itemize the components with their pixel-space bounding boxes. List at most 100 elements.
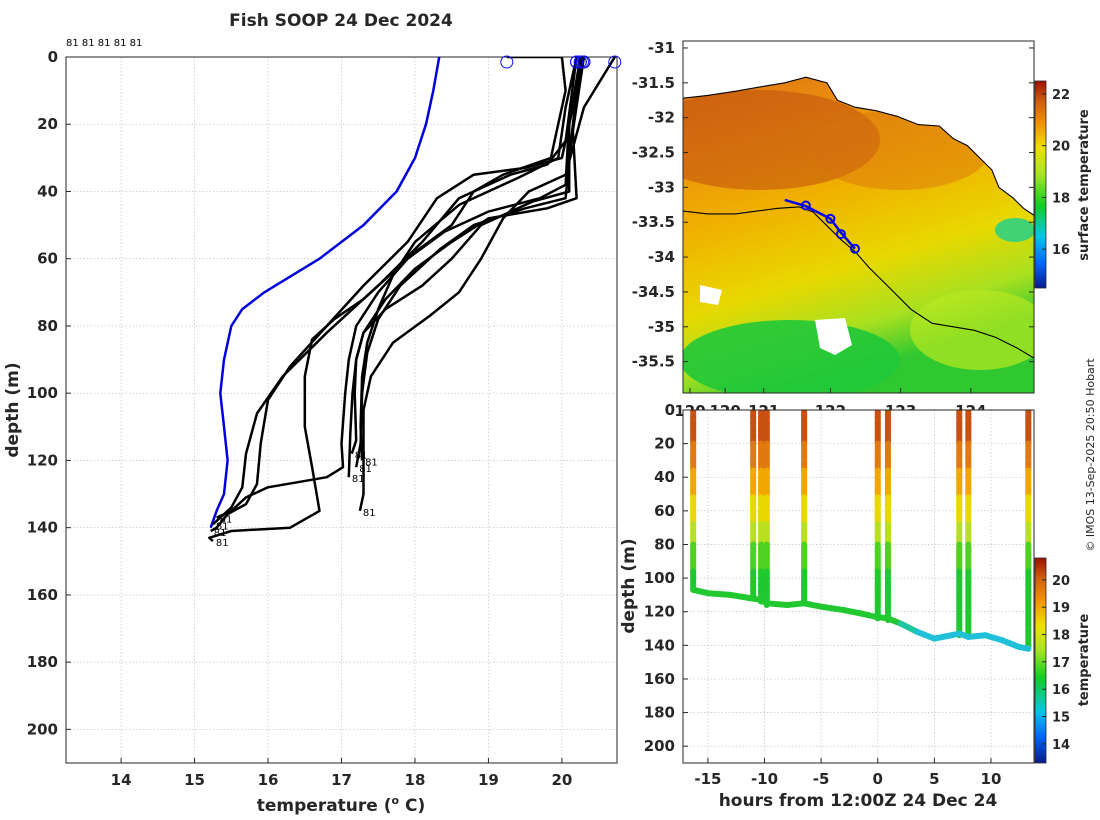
bottom-track-segment: [897, 620, 921, 635]
profile-end-label: 81: [359, 464, 372, 475]
temperature-colorbar-tick-label: 19: [1052, 601, 1070, 616]
x-tick-label: 20: [551, 771, 572, 789]
bottom-track-segment: [914, 628, 938, 642]
dt-x-tick-label: -5: [813, 770, 830, 788]
depth-time-x-label: hours from 12:00Z 24 Dec 24: [719, 791, 998, 811]
temperature-colorbar-tick-label: 15: [1052, 711, 1070, 726]
y-tick-label: 180: [27, 653, 58, 671]
y-tick-label: 140: [27, 519, 58, 537]
temperature-colorbar-label: temperature: [1077, 614, 1092, 707]
profile-end-label: 81: [355, 451, 368, 462]
dt-x-tick-label: -10: [751, 770, 778, 788]
profile-line-profile-2: [212, 57, 578, 526]
dt-y-tick-label: 120: [644, 603, 675, 621]
profile-line-profile-5: [350, 57, 586, 455]
sst-colorbar-label: surface temperature: [1077, 109, 1092, 261]
map-y-tick-label: -35: [648, 318, 675, 336]
bottom-track-segment: [999, 637, 1023, 651]
dt-y-tick-label: 0: [665, 401, 675, 419]
profile-end-label: 81: [363, 508, 376, 519]
y-tick-label: 160: [27, 586, 58, 604]
map-y-tick-label: -32: [648, 109, 675, 127]
x-tick-label: 16: [258, 771, 279, 789]
profile-line-profile-3: [347, 57, 586, 478]
depth-time-axes-frame: [682, 409, 1035, 764]
dt-x-tick-label: 0: [873, 770, 883, 788]
map-y-tick-label: -31: [648, 39, 675, 57]
x-tick-label: 19: [478, 771, 499, 789]
profiles-grid: [66, 56, 617, 763]
dt-x-tick-label: 10: [981, 770, 1002, 788]
map-y-tick-label: -33: [648, 178, 675, 196]
profile-line-profile-9: [359, 57, 578, 461]
surface-marker: [500, 55, 514, 69]
y-tick-label: 120: [27, 451, 58, 469]
sst-colorbar-tick-label: 20: [1052, 140, 1070, 155]
temperature-colorbar-tick-label: 17: [1052, 656, 1070, 671]
track-marker: [825, 213, 836, 224]
y-tick-label: 0: [48, 48, 58, 66]
profile-line-profile-8: [358, 57, 616, 512]
x-tick-label: 15: [184, 771, 205, 789]
x-tick-label: 18: [405, 771, 426, 789]
cloud-mask: [815, 318, 852, 355]
map-y-tick-label: -34.5: [632, 283, 675, 301]
credit-text: © IMOS 13-Sep-2025 20:50 Hobart: [1084, 358, 1097, 552]
track-marker: [835, 229, 846, 240]
profile-end-label: 81: [365, 457, 378, 468]
chart-title: Fish SOOP 24 Dec 2024: [229, 11, 453, 31]
profile-line-profile-7: [208, 57, 567, 543]
nearshore-cool: [995, 218, 1034, 242]
depth-time-y-label: depth (m): [619, 538, 639, 633]
dt-y-tick-label: 200: [644, 737, 675, 755]
dt-y-tick-label: 40: [654, 468, 675, 486]
temperature-colorbar-ticks: 14 15 16 17 18 19 20: [1042, 574, 1070, 753]
temperature-colorbar-tick-label: 18: [1052, 629, 1070, 644]
ship-track: [784, 198, 856, 250]
track-markers: [800, 200, 860, 254]
dt-x-tick-label: 5: [929, 770, 939, 788]
bottom-track-segment: [727, 591, 754, 602]
x-tick-label: 17: [331, 771, 352, 789]
bottom-track-segment: [818, 603, 847, 614]
temperature-colorbar-tick-label: 16: [1052, 683, 1070, 698]
bottom-track-segment: [704, 590, 734, 598]
sst-colorbar-ticks: 16 18 20 22: [1042, 88, 1070, 258]
cool-patch-east: [910, 290, 1034, 370]
profile-line-climatology: [209, 57, 441, 529]
map-y-tick-label: -32.5: [632, 144, 675, 162]
bottom-track-segment: [763, 600, 791, 608]
map-y-ticks: -31 -31.5 -32 -32.5 -33 -33.5 -34 -34.5 -35 -35.5: [632, 39, 1034, 371]
sst-colorbar: [1034, 80, 1047, 289]
sst-map-panel: 120120121122123124 -31-31.5-32-32.5-33-3…: [632, 39, 1092, 420]
track-marker: [849, 243, 860, 254]
profiles-y-label: depth (m): [3, 362, 23, 457]
profiles-series: [208, 57, 616, 543]
profile-line-profile-4: [354, 57, 582, 468]
dt-y-tick-label: 100: [644, 569, 675, 587]
dt-y-tick-label: 180: [644, 704, 675, 722]
depth-time-series: [690, 410, 1032, 652]
map-y-tick-label: -31.5: [632, 74, 675, 92]
profile-line-profile-6: [216, 57, 584, 519]
coastline: [683, 76, 1034, 216]
profiles-panel: Fish SOOP 24 Dec 2024 81 81 81 81 81 14 1…: [3, 11, 622, 816]
profiles-y-ticks: 0 20 40 60 80 100 120 140 160 180 200: [27, 48, 71, 738]
x-tick-label: 14: [111, 771, 132, 789]
depth-time-panel: -15 -10 -5 0 5 10 020406080100120140160180200…: [619, 401, 1092, 811]
map-axes-frame: [682, 40, 1035, 394]
depth-time-x-ticks: -15 -10 -5 0 5 10: [694, 758, 1001, 788]
map-y-tick-label: -35.5: [632, 353, 675, 371]
y-tick-label: 80: [37, 317, 58, 335]
map-y-tick-label: -34: [648, 248, 675, 266]
y-tick-label: 60: [37, 250, 58, 268]
profile-end-label: 81: [352, 474, 365, 485]
y-tick-label: 100: [27, 384, 58, 402]
dt-y-tick-label: 60: [654, 502, 675, 520]
profile-top-labels: 81 81 81 81 81: [66, 38, 142, 49]
profile-end-label: 81: [216, 521, 229, 532]
profile-end-label: 81: [220, 515, 233, 526]
temperature-colorbar: [1034, 557, 1047, 764]
warm-core: [683, 90, 880, 190]
